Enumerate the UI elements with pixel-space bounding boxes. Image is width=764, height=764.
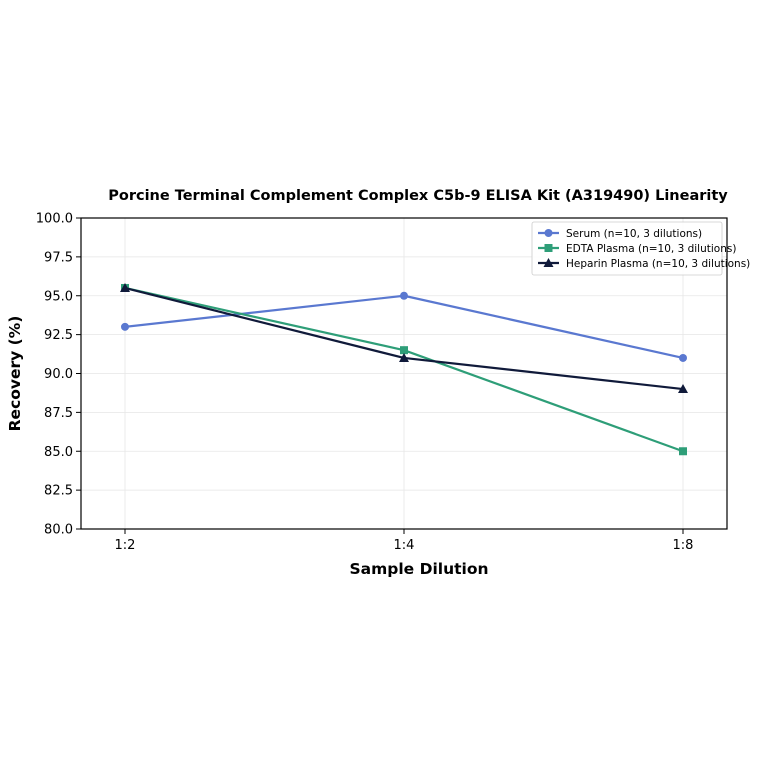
legend-swatch-marker [544, 229, 553, 237]
data-point [679, 447, 687, 456]
legend-entry: EDTA Plasma (n=10, 3 dilutions) [538, 243, 736, 255]
data-point [400, 291, 408, 300]
y-tick-label: 87.5 [44, 406, 73, 421]
y-tick-label: 80.0 [44, 523, 73, 538]
data-point [400, 346, 408, 355]
legend-swatch-marker [543, 258, 554, 267]
legend-entry: Heparin Plasma (n=10, 3 dilutions) [538, 258, 750, 270]
y-tick-label: 100.0 [36, 212, 73, 227]
series-circle [121, 291, 687, 362]
legend: Serum (n=10, 3 dilutions) EDTA Plasma (n=… [531, 221, 750, 276]
legend-swatch-marker [544, 244, 553, 252]
legend-label: EDTA Plasma (n=10, 3 dilutions) [566, 243, 736, 255]
y-tick-label: 95.0 [44, 289, 73, 304]
x-axis-label: Sample Dilution [349, 560, 488, 578]
series-layer [120, 282, 688, 456]
data-point [399, 352, 409, 362]
data-point [678, 384, 688, 394]
y-tick-label: 85.0 [44, 445, 73, 460]
data-point [121, 322, 129, 331]
chart-title: Porcine Terminal Complement Complex C5b-… [108, 188, 728, 204]
legend-box [531, 221, 723, 276]
y-tick-label: 92.5 [44, 328, 73, 343]
y-tick-label: 97.5 [44, 250, 73, 265]
y-tick-label: 90.0 [44, 367, 73, 382]
y-tick-label: 82.5 [44, 484, 73, 499]
axis-layer: 80.0 82.5 85.0 87.5 90.0 92.5 95.0 97.5 100.0 1:2… [36, 212, 694, 554]
data-point [679, 353, 687, 362]
legend-entry: Serum (n=10, 3 dilutions) [538, 228, 702, 240]
data-point [120, 282, 130, 292]
x-tick-label: 1:4 [394, 538, 415, 553]
y-axis-label: Recovery (%) [6, 316, 24, 432]
x-tick-label: 1:8 [673, 538, 694, 553]
legend-label: Heparin Plasma (n=10, 3 dilutions) [566, 258, 750, 270]
series-triangle [120, 282, 688, 394]
legend-label: Serum (n=10, 3 dilutions) [566, 228, 702, 240]
x-tick-label: 1:2 [115, 538, 136, 553]
